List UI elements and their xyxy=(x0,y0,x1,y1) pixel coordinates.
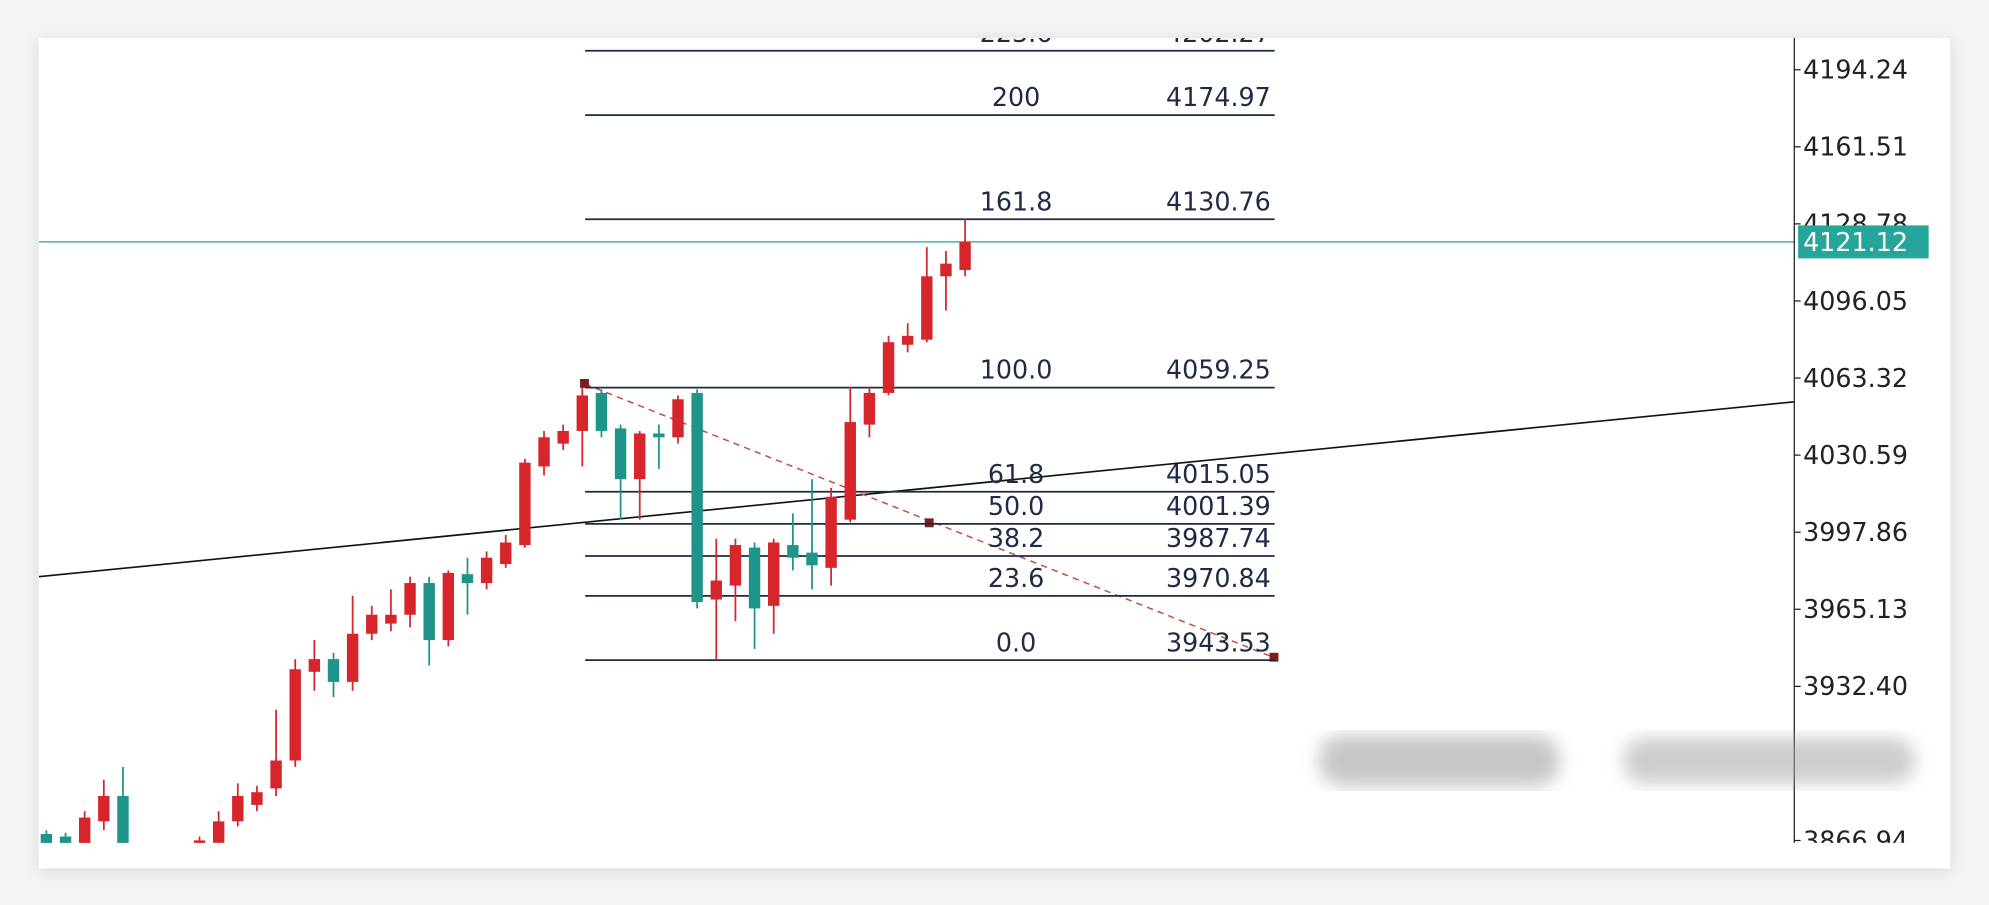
candle-body xyxy=(366,614,378,634)
fib-anchor xyxy=(1269,652,1279,662)
y-tick-label: 3997.86 xyxy=(1803,517,1908,547)
card xyxy=(38,38,1951,869)
plot-area: 223.6 4202.27 200 4174.97 161.8 4130.76 100.0 4… xyxy=(38,18,1795,843)
candle-body xyxy=(806,552,818,566)
fib-level-label: 23.6 xyxy=(988,563,1044,593)
trend-line xyxy=(38,400,1795,578)
current-price-tag xyxy=(1798,225,1929,259)
candle-body xyxy=(901,335,914,345)
fib-level-label: 38.2 xyxy=(988,523,1044,553)
y-tick-label: 3866.94 xyxy=(1803,825,1908,855)
fib-level-label: 161.8 xyxy=(980,186,1053,216)
candle-body xyxy=(863,392,876,425)
candle-body xyxy=(557,430,569,444)
candle-body xyxy=(98,796,110,822)
candle-body xyxy=(653,433,665,438)
fib-level-price: 3943.53 xyxy=(1166,627,1271,657)
candle-body xyxy=(423,583,435,641)
y-tick-label: 3932.40 xyxy=(1803,671,1908,701)
candle-body xyxy=(921,276,933,340)
candle-body xyxy=(385,614,397,624)
current-price-label: 4121.12 xyxy=(1803,227,1908,257)
candle-body xyxy=(59,836,72,843)
candle-body xyxy=(346,633,359,682)
candle-body xyxy=(634,433,646,480)
candle-body xyxy=(729,545,742,586)
candle-body xyxy=(117,796,129,843)
fib-level-label: 0.0 xyxy=(996,627,1036,657)
candle-body xyxy=(78,817,91,843)
fib-level-label: 50.0 xyxy=(988,491,1044,521)
y-tick-label: 3965.13 xyxy=(1803,594,1908,624)
candle-body xyxy=(672,399,684,438)
candle-body xyxy=(500,542,512,565)
candle-body xyxy=(519,462,531,546)
candle-body xyxy=(710,580,722,600)
fib-level-price: 3987.74 xyxy=(1166,523,1271,553)
candle-body xyxy=(767,542,780,606)
candle-body xyxy=(959,241,971,270)
fib-level-price: 4001.39 xyxy=(1166,491,1271,521)
fib-anchor xyxy=(924,518,934,528)
fib-level-label: 200 xyxy=(992,82,1040,112)
y-tick-label: 4161.51 xyxy=(1803,132,1908,162)
candle-body xyxy=(327,659,340,682)
candle-body xyxy=(595,392,608,431)
candle-body xyxy=(940,263,952,277)
candle-body xyxy=(748,547,761,609)
fib-level-label: 100.0 xyxy=(980,355,1053,385)
candle-body xyxy=(691,392,703,603)
y-tick-label: 4030.59 xyxy=(1803,440,1908,470)
fib-level-label: 223.6 xyxy=(980,18,1053,48)
y-tick-label: 4063.32 xyxy=(1803,363,1908,393)
candle-body xyxy=(480,557,493,584)
candle-body xyxy=(289,669,301,761)
candle-body xyxy=(251,792,263,805)
candle-body xyxy=(825,496,837,568)
candle-body xyxy=(442,572,455,641)
fib-level-label: 61.8 xyxy=(988,459,1044,489)
candle-body xyxy=(40,834,53,843)
candle-body xyxy=(212,821,225,843)
candle-body xyxy=(308,659,321,672)
candle-body xyxy=(844,422,856,520)
candle-body xyxy=(270,760,282,789)
candle-body xyxy=(882,342,895,393)
fib-level-price: 4174.97 xyxy=(1166,82,1271,112)
candle-body xyxy=(232,796,244,822)
y-tick-label: 4194.24 xyxy=(1803,55,1908,85)
candle-body xyxy=(787,545,799,558)
candle-body xyxy=(404,583,416,615)
y-tick-label: 4096.05 xyxy=(1803,286,1908,316)
candle-body xyxy=(538,437,550,467)
fib-level-price: 4015.05 xyxy=(1166,459,1271,489)
fib-anchor xyxy=(580,378,589,388)
fib-level-price: 4130.76 xyxy=(1166,186,1271,216)
watermark xyxy=(1318,735,1915,786)
fib-level-price: 4059.25 xyxy=(1166,355,1271,385)
candle-body xyxy=(193,840,206,843)
fib-level-price: 3970.84 xyxy=(1166,563,1271,593)
candle-body xyxy=(461,574,474,584)
candle-body xyxy=(576,395,589,431)
price-axis: 4194.244161.514128.784096.054063.324030.… xyxy=(1793,38,1929,855)
candle-body xyxy=(614,428,627,480)
fib-level-price: 4202.27 xyxy=(1166,18,1271,48)
